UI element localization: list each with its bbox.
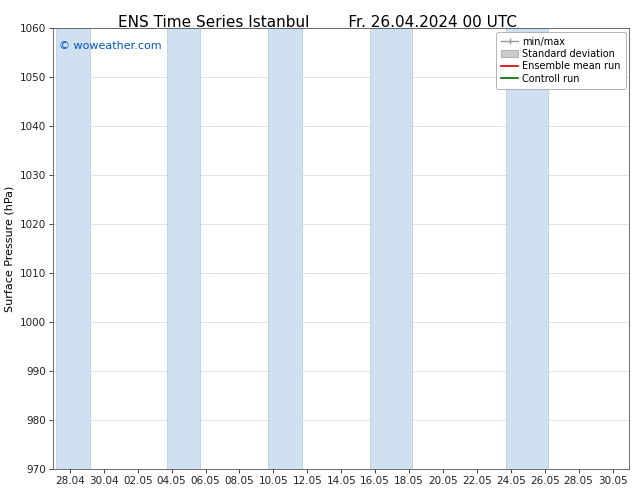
Y-axis label: Surface Pressure (hPa): Surface Pressure (hPa) [4, 185, 14, 312]
Text: © woweather.com: © woweather.com [59, 41, 161, 51]
Bar [506, 28, 548, 469]
Legend: min/max, Standard deviation, Ensemble mean run, Controll run: min/max, Standard deviation, Ensemble me… [496, 32, 626, 89]
Bar [268, 28, 302, 469]
Bar [167, 28, 200, 469]
Bar [56, 28, 90, 469]
Text: ENS Time Series Istanbul        Fr. 26.04.2024 00 UTC: ENS Time Series Istanbul Fr. 26.04.2024 … [117, 15, 517, 30]
Bar [370, 28, 412, 469]
